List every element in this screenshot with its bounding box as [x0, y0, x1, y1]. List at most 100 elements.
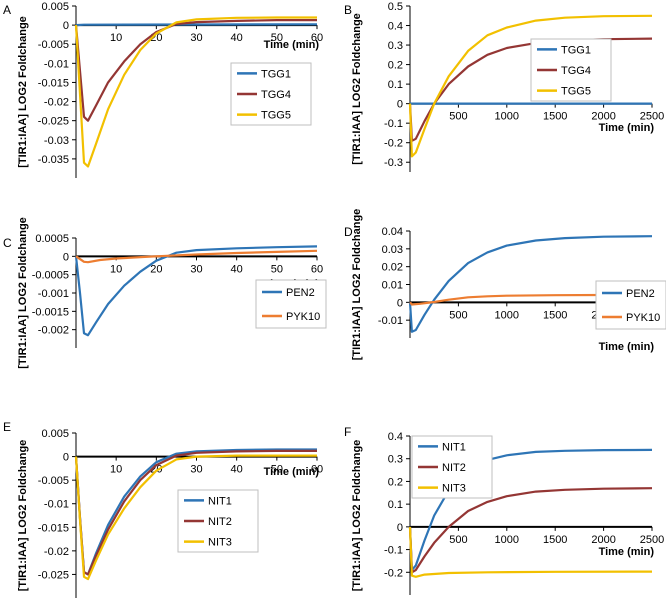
- y-tick-label: 0: [63, 452, 69, 464]
- y-tick-label: -0.025: [38, 569, 69, 581]
- x-tick-label: 1000: [495, 111, 519, 123]
- x-tick-label: 1500: [543, 111, 567, 123]
- legend-label-nit3: NIT3: [208, 537, 232, 549]
- legend-label-tgg4: TGG4: [261, 89, 291, 101]
- y-tick-label: 0.03: [382, 244, 403, 256]
- y-tick-label: -0.005: [38, 475, 69, 487]
- panel-a: A [TIR1:IAA] LOG2 Foldchange 0.005 0 -0.005 -…: [3, 1, 323, 178]
- y-tick-label: 0.4: [388, 21, 403, 33]
- y-axis-label: [TIR1:IAA] LOG2 Foldchange: [351, 209, 363, 361]
- x-tick-label: 1500: [543, 534, 567, 546]
- y-tick-label: -0.002: [38, 325, 69, 337]
- x-tick-label: 10: [110, 464, 122, 476]
- y-tick-label: 0.2: [388, 476, 403, 488]
- x-tick-label: 50: [271, 464, 283, 476]
- legend-label-pyk10: PYK10: [626, 312, 660, 324]
- series-line-tgg5: [74, 16, 317, 168]
- panel-e: E [TIR1:IAA] LOG2 Foldchange 0.005 0 -0.005 -…: [3, 420, 323, 598]
- y-axis-label: [TIR1:IAA] LOG2 Foldchange: [17, 217, 29, 369]
- y-tick-label: 0.1: [388, 79, 403, 91]
- y-tick-label: -0.01: [378, 315, 403, 327]
- panel-c: C [TIR1:IAA] LOG2 Foldchange 0.0005 0 -0.000…: [3, 217, 327, 369]
- y-tick-label: -0.3: [384, 157, 403, 169]
- x-tick-label: 500: [449, 309, 467, 321]
- panel-letter: A: [3, 3, 11, 17]
- series-line-nit3: [74, 454, 317, 581]
- y-axis-label: [TIR1:IAA] LOG2 Foldchange: [351, 13, 363, 165]
- y-tick-label: -0.0005: [32, 270, 69, 282]
- x-axis-label: Time (min): [599, 122, 655, 134]
- series-line-pen2: [408, 235, 653, 333]
- y-tick-label: -0.015: [38, 77, 69, 89]
- x-tick-label: 2500: [640, 111, 664, 123]
- y-tick-label: 0: [397, 99, 403, 111]
- x-tick-label: 500: [449, 534, 467, 546]
- y-tick-label: -0.005: [38, 39, 69, 51]
- y-axis-label: [TIR1:IAA] LOG2 Foldchange: [17, 16, 29, 168]
- x-tick-label: 10: [110, 263, 122, 275]
- y-tick-label: -0.001: [38, 288, 69, 300]
- x-tick-label: 50: [271, 263, 283, 275]
- series-line-tgg5: [408, 14, 653, 158]
- y-tick-label: -0.035: [38, 154, 69, 166]
- x-tick-label: 2000: [591, 111, 615, 123]
- x-tick-label: 20: [150, 263, 162, 275]
- y-tick-label: -0.015: [38, 522, 69, 534]
- y-tick-label: 0.3: [388, 454, 403, 466]
- legend-label-pen2: PEN2: [286, 287, 315, 299]
- legend-label-tgg5: TGG5: [561, 86, 591, 98]
- series-line-pen2: [74, 245, 318, 337]
- series-line-pyk10: [409, 293, 652, 306]
- x-tick-label: 500: [449, 111, 467, 123]
- x-axis-label: Time (min): [599, 341, 655, 353]
- panel-letter: E: [3, 420, 11, 434]
- x-axis-label: Time (min): [264, 466, 320, 478]
- legend-label-nit3: NIT3: [442, 483, 466, 495]
- legend-label-nit1: NIT1: [442, 441, 466, 453]
- y-tick-label: 0.3: [388, 40, 403, 52]
- y-tick-label: -0.02: [44, 546, 69, 558]
- x-tick-label: 1000: [495, 309, 519, 321]
- x-tick-label: 1000: [495, 534, 519, 546]
- series-line-tgg1: [75, 23, 318, 27]
- x-tick-label: 60: [311, 464, 323, 476]
- series-line-nit3: [408, 526, 653, 578]
- legend-label-pyk10: PYK10: [286, 311, 320, 323]
- x-tick-label: 40: [231, 464, 243, 476]
- legend-label-tgg5: TGG5: [261, 110, 291, 122]
- legend-box: [255, 279, 327, 329]
- x-tick-label: 1500: [543, 309, 567, 321]
- x-tick-label: 30: [190, 263, 202, 275]
- y-tick-label: 0.1: [388, 499, 403, 511]
- legend-label-pen2: PEN2: [626, 288, 655, 300]
- series-line-nit2: [408, 487, 653, 574]
- x-axis-label: Time (min): [599, 546, 655, 558]
- y-tick-label: 0: [63, 20, 69, 32]
- legend-box: [595, 280, 666, 330]
- x-tick-label: 40: [231, 32, 243, 44]
- y-tick-label: 0.005: [41, 1, 69, 13]
- x-tick-label: 40: [231, 263, 243, 275]
- y-tick-label: 0: [63, 251, 69, 263]
- y-tick-label: 0.005: [41, 428, 69, 440]
- y-tick-label: -0.02: [44, 97, 69, 109]
- y-tick-label: -0.01: [44, 58, 69, 70]
- y-tick-label: 0: [397, 297, 403, 309]
- y-tick-label: -0.025: [38, 116, 69, 128]
- y-tick-label: -0.01: [44, 499, 69, 511]
- x-tick-label: 30: [190, 32, 202, 44]
- y-axis-label: [TIR1:IAA] LOG2 Foldchange: [351, 440, 363, 592]
- panel-d: D[TIR1:IAA] LOG2 Foldchange 0.04 0.03 0.02 0…: [344, 209, 666, 361]
- y-tick-label: -0.1: [384, 118, 403, 130]
- x-tick-label: 10: [110, 32, 122, 44]
- legend-label-tgg1: TGG1: [561, 44, 591, 56]
- legend-label-nit1: NIT1: [208, 495, 232, 507]
- x-tick-label: 30: [190, 464, 202, 476]
- y-tick-label: -0.03: [44, 135, 69, 147]
- y-tick-label: 0.0005: [35, 233, 69, 245]
- panel-letter: D: [344, 225, 353, 239]
- y-tick-label: 0.2: [388, 60, 403, 72]
- panel-letter: B: [344, 3, 352, 17]
- y-tick-label: 0: [397, 522, 403, 534]
